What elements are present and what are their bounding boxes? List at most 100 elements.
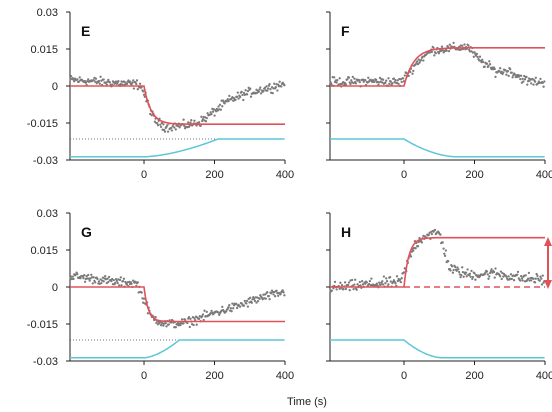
data-point bbox=[221, 305, 224, 309]
data-point bbox=[119, 276, 122, 279]
data-point bbox=[499, 270, 503, 273]
data-point bbox=[142, 93, 146, 96]
data-point bbox=[474, 278, 477, 281]
data-point bbox=[194, 318, 197, 322]
data-point bbox=[385, 277, 388, 280]
data-point bbox=[344, 287, 348, 291]
panel-e: 0.03 0.015 0 -0.015 -0.03 0 200 400 E bbox=[27, 7, 294, 181]
data-point bbox=[243, 299, 246, 303]
data-point bbox=[541, 274, 544, 277]
data-point bbox=[382, 275, 386, 278]
data-point bbox=[364, 282, 367, 285]
data-point bbox=[205, 310, 208, 314]
data-point bbox=[206, 112, 209, 115]
data-point bbox=[481, 58, 484, 61]
data-point bbox=[263, 86, 267, 89]
stimulus-line bbox=[70, 339, 285, 359]
data-point bbox=[246, 89, 250, 93]
data-point bbox=[277, 294, 280, 297]
data-point bbox=[121, 279, 125, 283]
data-point bbox=[478, 55, 482, 58]
data-point bbox=[171, 125, 174, 128]
data-point bbox=[156, 121, 159, 125]
data-point bbox=[403, 74, 406, 77]
data-point bbox=[387, 77, 390, 80]
data-point bbox=[188, 325, 191, 329]
data-point bbox=[532, 277, 535, 280]
data-point bbox=[274, 86, 277, 89]
data-point bbox=[118, 278, 122, 282]
data-point bbox=[77, 80, 81, 83]
data-point bbox=[412, 249, 415, 252]
data-point bbox=[381, 78, 385, 81]
data-point bbox=[527, 271, 531, 275]
data-point bbox=[278, 80, 281, 83]
data-point bbox=[236, 91, 239, 94]
data-point bbox=[262, 89, 265, 93]
data-point bbox=[110, 279, 113, 283]
data-point bbox=[359, 284, 362, 287]
data-point bbox=[253, 299, 257, 303]
data-point bbox=[232, 96, 236, 100]
data-point bbox=[346, 78, 349, 81]
data-point bbox=[455, 269, 458, 272]
fit-curve bbox=[70, 85, 285, 125]
data-point bbox=[352, 81, 355, 85]
data-point bbox=[441, 241, 444, 244]
data-point bbox=[354, 82, 358, 85]
data-point bbox=[201, 117, 205, 121]
data-point bbox=[199, 124, 202, 128]
data-point bbox=[150, 114, 153, 117]
data-point bbox=[542, 85, 545, 88]
stimulus-line bbox=[70, 138, 285, 158]
data-point bbox=[257, 90, 260, 93]
data-point bbox=[414, 247, 417, 250]
panel-f: 0 200 400 F bbox=[326, 11, 552, 181]
data-point bbox=[73, 80, 76, 83]
data-point bbox=[433, 228, 437, 232]
data-point bbox=[489, 269, 493, 273]
data-point bbox=[116, 281, 119, 285]
data-point bbox=[378, 281, 381, 284]
data-point bbox=[132, 87, 136, 90]
data-point bbox=[420, 241, 424, 244]
fit-curve bbox=[330, 236, 545, 288]
data-point bbox=[106, 277, 109, 280]
data-point bbox=[118, 284, 121, 287]
data-point bbox=[89, 277, 92, 280]
data-point bbox=[114, 281, 117, 284]
data-point bbox=[530, 82, 533, 85]
data-point bbox=[85, 275, 88, 278]
x-tick-label: 400 bbox=[536, 169, 552, 181]
data-point bbox=[466, 268, 469, 271]
data-point bbox=[454, 265, 457, 269]
data-point bbox=[352, 287, 355, 291]
data-point bbox=[166, 124, 169, 127]
data-point bbox=[203, 309, 206, 312]
data-point bbox=[117, 79, 120, 83]
data-point bbox=[179, 323, 182, 327]
panel-label: G bbox=[81, 224, 92, 240]
data-point bbox=[350, 79, 353, 82]
data-point bbox=[142, 90, 145, 93]
stimulus-line bbox=[330, 339, 545, 359]
data-point bbox=[519, 274, 523, 278]
data-point bbox=[189, 317, 192, 321]
data-point bbox=[457, 270, 461, 274]
data-point bbox=[245, 299, 249, 303]
y-tick-label: 0.03 bbox=[37, 208, 58, 220]
data-point bbox=[265, 85, 268, 88]
data-point bbox=[246, 305, 250, 308]
data-point bbox=[138, 82, 142, 85]
data-point bbox=[264, 297, 267, 300]
data-point bbox=[418, 236, 421, 240]
data-point bbox=[521, 279, 524, 282]
y-tick-label: -0.03 bbox=[33, 356, 58, 368]
data-point bbox=[502, 71, 505, 74]
data-point bbox=[84, 81, 88, 84]
data-point bbox=[533, 80, 537, 83]
data-point bbox=[275, 289, 278, 292]
x-tick-label: 0 bbox=[141, 370, 147, 382]
data-point bbox=[226, 98, 229, 101]
data-point bbox=[391, 82, 394, 85]
